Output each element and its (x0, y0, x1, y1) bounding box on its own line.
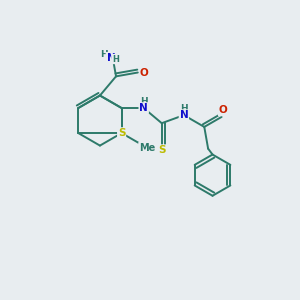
Text: N: N (106, 53, 115, 63)
Text: S: S (118, 128, 125, 138)
Text: N: N (179, 110, 188, 120)
Text: O: O (140, 68, 148, 77)
Text: H: H (180, 104, 188, 113)
Text: H: H (112, 55, 119, 64)
Text: N: N (139, 103, 148, 113)
Text: O: O (219, 105, 227, 116)
Text: H: H (100, 50, 108, 58)
Text: H: H (140, 97, 148, 106)
Text: S: S (158, 145, 166, 155)
Text: Me: Me (139, 143, 155, 153)
